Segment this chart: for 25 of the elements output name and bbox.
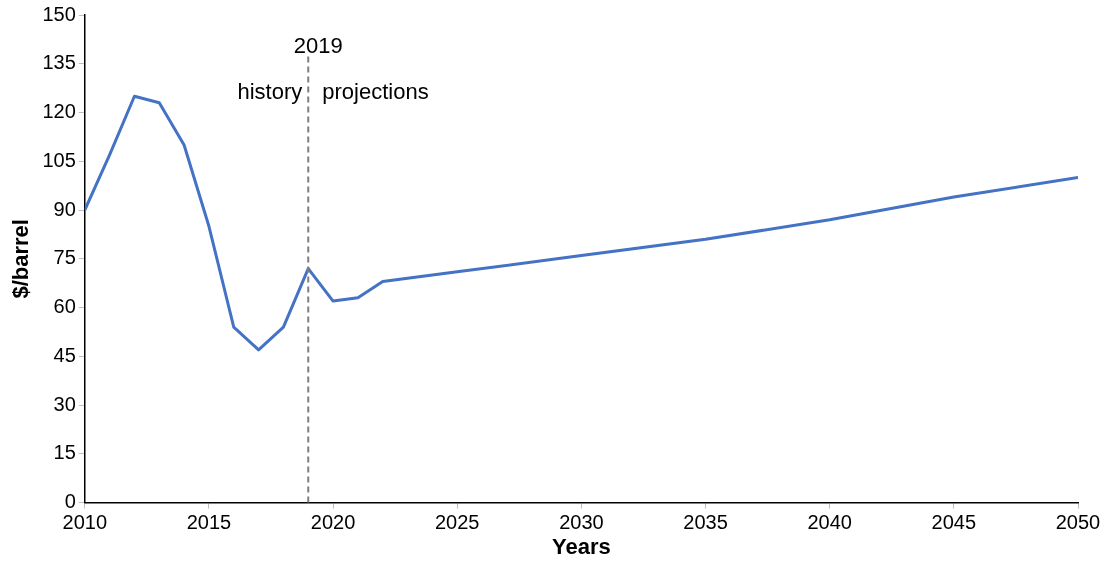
y-tick-label: 0 [64, 490, 76, 513]
x-tick-label: 2050 [1055, 511, 1101, 534]
x-tick-label: 2025 [434, 511, 480, 534]
x-tick-label: 2040 [807, 511, 852, 534]
y-tick-label: 15 [53, 441, 76, 464]
x-tick-label: 2010 [62, 511, 108, 534]
x-tick-label: 2035 [683, 511, 728, 534]
y-tick-label: 30 [53, 392, 76, 415]
y-tick-label: 60 [53, 295, 76, 318]
annotation: history [237, 79, 303, 105]
annotation: projections [322, 79, 429, 105]
x-tick-label: 2015 [186, 511, 232, 534]
y-tick-label: 90 [53, 197, 76, 220]
y-tick-label: 135 [42, 51, 76, 74]
y-tick-label: 150 [42, 2, 76, 25]
x-tick-label: 2030 [559, 511, 604, 534]
x-axis-title: Years [552, 533, 611, 559]
y-tick-label: 45 [53, 343, 76, 366]
y-tick-label: 120 [42, 100, 76, 123]
y-tick-label: 75 [53, 246, 76, 269]
y-tick-label: 105 [42, 148, 76, 171]
y-axis-title: $/barrel [8, 219, 34, 299]
x-tick-label: 2020 [310, 511, 356, 534]
x-tick-label: 2045 [931, 511, 977, 534]
ref-line-label: 2019 [293, 33, 343, 59]
